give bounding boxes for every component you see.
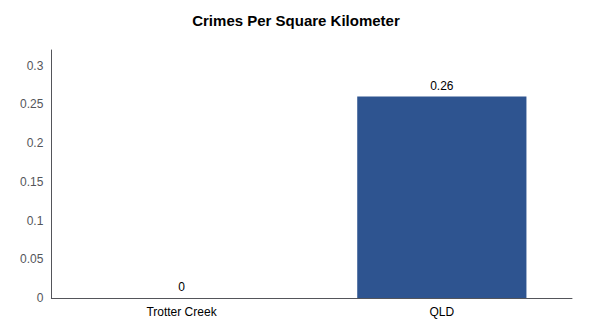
svg-text:Trotter Creek: Trotter Creek <box>146 305 217 319</box>
svg-text:0.26: 0.26 <box>430 79 454 93</box>
svg-text:0.2: 0.2 <box>27 136 44 150</box>
svg-text:0.25: 0.25 <box>20 97 44 111</box>
svg-text:Crimes Per Square Kilometer: Crimes Per Square Kilometer <box>192 12 400 29</box>
svg-text:QLD: QLD <box>429 305 454 319</box>
svg-text:0.15: 0.15 <box>20 175 44 189</box>
svg-text:0.3: 0.3 <box>27 59 44 73</box>
svg-text:0.1: 0.1 <box>27 214 44 228</box>
svg-text:0: 0 <box>178 280 185 294</box>
svg-text:0: 0 <box>37 291 44 305</box>
svg-text:0.05: 0.05 <box>20 252 44 266</box>
